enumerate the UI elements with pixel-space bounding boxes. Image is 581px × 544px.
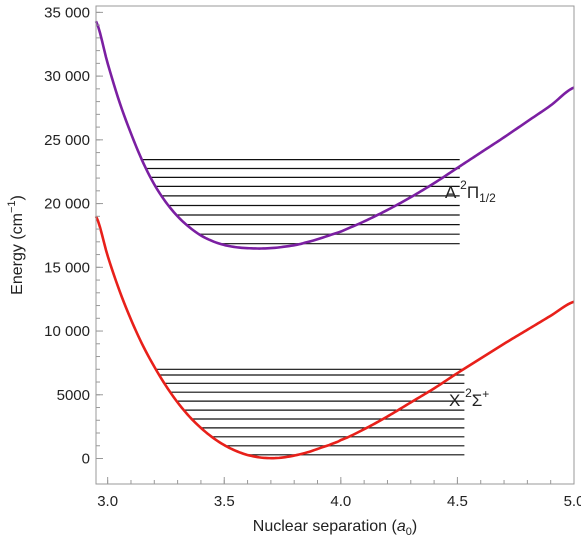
upper-state-curve bbox=[94, 20, 575, 250]
x-tick-label: 4.0 bbox=[330, 493, 351, 510]
y-tick-label: 5000 bbox=[57, 387, 90, 404]
y-tick-label: 35 000 bbox=[44, 4, 90, 21]
y-tick-label: 20 000 bbox=[44, 196, 90, 213]
x-tick-label: 3.0 bbox=[97, 493, 118, 510]
series-label-upper-state: A 2Π1/2 bbox=[445, 178, 496, 205]
ground-state-curve bbox=[94, 215, 575, 460]
y-tick-label: 25 000 bbox=[44, 132, 90, 149]
plot-frame bbox=[95, 5, 575, 485]
vibrational-levels bbox=[141, 159, 465, 456]
x-tick-label: 5.0 bbox=[564, 493, 581, 510]
series-label-ground-state: X 2Σ+ bbox=[449, 386, 489, 410]
y-tick-label: 30 000 bbox=[44, 68, 90, 85]
x-axis-title: Nuclear separation (a0) bbox=[253, 518, 417, 538]
x-tick-label: 3.5 bbox=[214, 493, 235, 510]
x-axis-ticks: 3.0 3.5 4.0 4.5 5.0 bbox=[97, 477, 581, 510]
y-axis-title: Energy (cm−1) bbox=[6, 195, 26, 295]
x-tick-label: 4.5 bbox=[447, 493, 468, 510]
y-tick-label: 0 bbox=[82, 451, 90, 468]
y-tick-label: 10 000 bbox=[44, 323, 90, 340]
y-tick-label: 15 000 bbox=[44, 259, 90, 276]
potential-curves bbox=[94, 20, 575, 460]
y-axis-ticks: 0 5000 10 000 15 000 20 000 25 000 30 000 35 00… bbox=[44, 4, 103, 468]
